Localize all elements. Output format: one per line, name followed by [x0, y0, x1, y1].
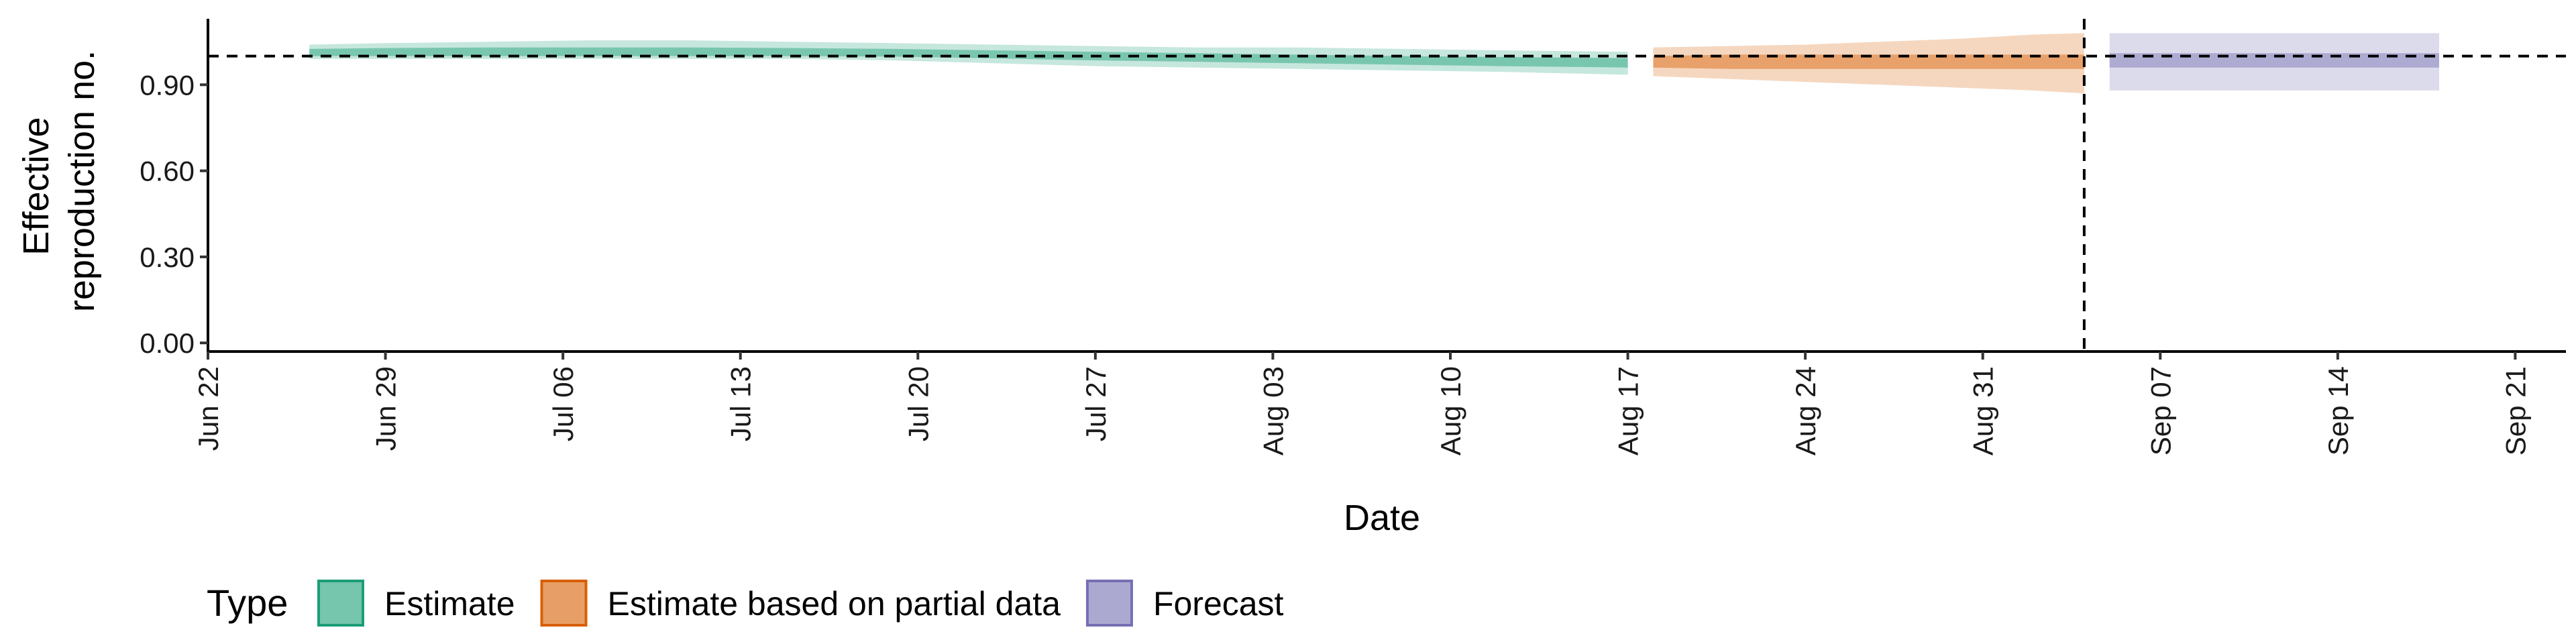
x-tick-label: Jul 06	[547, 366, 579, 441]
band-outer-estimate-based-on-partial-data	[1653, 33, 2084, 94]
band-inner-estimate-based-on-partial-data	[1653, 54, 2084, 69]
band-inner-estimate	[309, 47, 1628, 68]
y-tick-label: 0.00	[140, 327, 195, 359]
legend-swatch-estimate	[317, 580, 364, 627]
x-tick-label: Aug 31	[1968, 366, 1999, 455]
band-outer-forecast	[2109, 33, 2439, 91]
x-tick-label: Jun 29	[370, 366, 402, 451]
y-tick-label: 0.30	[140, 241, 195, 273]
x-tick-label: Jul 27	[1080, 366, 1112, 441]
y-axis-title-line-1: Effective	[16, 117, 56, 255]
x-tick-label: Aug 10	[1435, 366, 1466, 455]
x-ticks: Jun 22 Jun 29 Jul 06 Jul 13 Jul 20 Jul 27 Aug …	[193, 352, 2531, 455]
band-outer-estimate	[309, 40, 1628, 75]
y-ticks: 0.00 0.30 0.60 0.90	[140, 69, 208, 359]
x-axis-title: Date	[1344, 498, 1420, 538]
legend: Type Estimate Estimate based on partial d…	[207, 580, 1284, 627]
x-tick-label: Aug 03	[1257, 366, 1289, 455]
legend-label-estimate-based-on-partial-data: Estimate based on partial data	[608, 585, 1061, 623]
axes	[207, 19, 2566, 353]
legend-title: Type	[207, 582, 288, 624]
legend-swatch-forecast	[1085, 580, 1133, 627]
y-tick-label: 0.60	[140, 156, 195, 187]
legend-label-estimate: Estimate	[384, 585, 515, 623]
x-tick-label: Sep 07	[2145, 366, 2176, 455]
y-axis-title-line-2: reproduction no.	[62, 50, 102, 312]
x-tick-label: Sep 21	[2500, 366, 2531, 455]
legend-label-forecast: Forecast	[1153, 585, 1284, 623]
x-tick-label: Jul 13	[725, 366, 757, 441]
y-axis-title: Effective reproduction no.	[16, 50, 102, 312]
x-tick-label: Sep 14	[2322, 366, 2354, 455]
legend-swatch-estimate-based-on-partial-data	[540, 580, 588, 627]
x-tick-label: Jun 22	[193, 366, 224, 451]
series-bands	[309, 33, 2439, 94]
x-tick-label: Jul 20	[902, 366, 934, 441]
x-tick-label: Aug 17	[1613, 366, 1644, 455]
x-tick-label: Aug 24	[1790, 366, 1821, 455]
y-tick-label: 0.90	[140, 69, 195, 101]
